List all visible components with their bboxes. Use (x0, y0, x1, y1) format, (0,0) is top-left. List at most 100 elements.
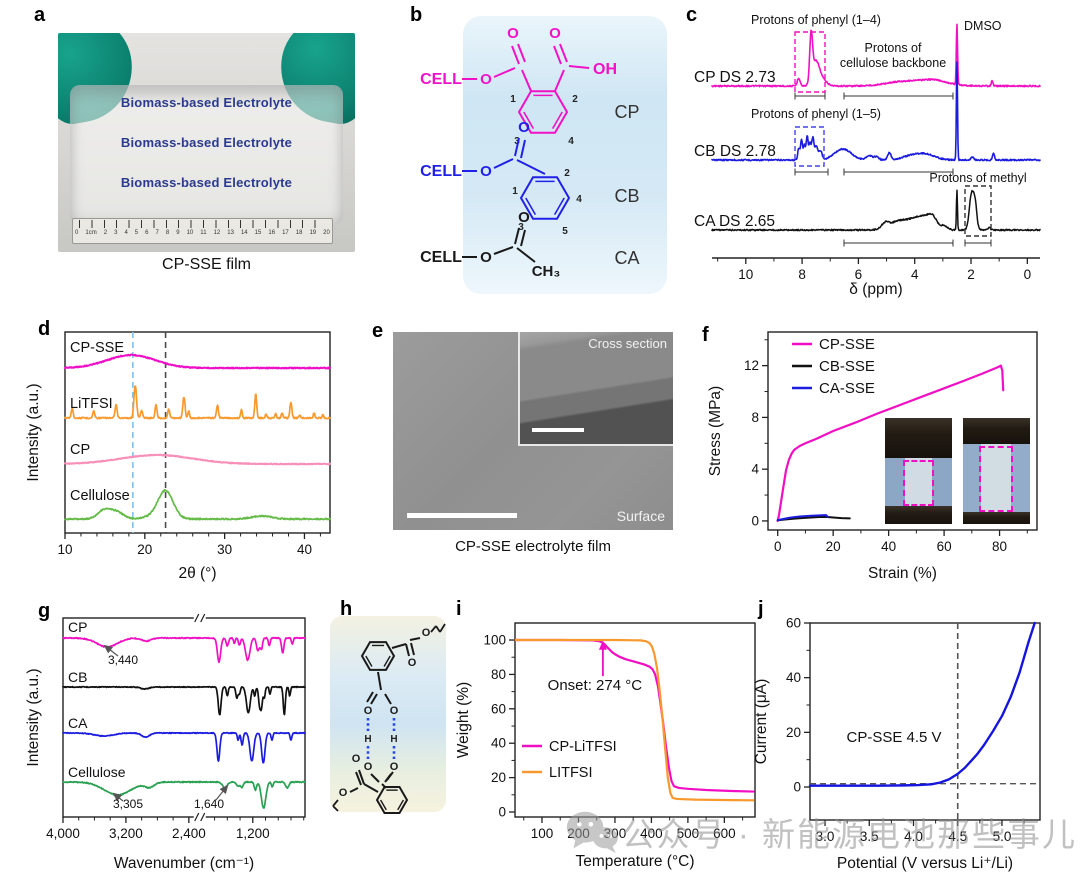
svg-text:3,200: 3,200 (109, 826, 143, 841)
ruler-number: 16 (268, 230, 276, 236)
svg-text:3,440: 3,440 (108, 653, 138, 667)
svg-text:200: 200 (567, 826, 590, 841)
svg-text:400: 400 (640, 826, 663, 841)
svg-text:Weight (%): Weight (%) (455, 682, 472, 758)
svg-text:20: 20 (491, 770, 506, 785)
svg-text:60: 60 (786, 616, 801, 631)
caption-a: CP-SSE film (162, 256, 251, 273)
svg-text:CELL: CELL (420, 71, 462, 88)
svg-text:10: 10 (738, 267, 753, 282)
panel-label-i: i (456, 598, 462, 620)
svg-text:60: 60 (937, 539, 952, 554)
sem-image: Cross section Surface (393, 332, 673, 530)
ruler-number: 11 (200, 230, 207, 236)
svg-text:40: 40 (881, 539, 896, 554)
specimen-strip (905, 458, 932, 506)
svg-text:20: 20 (137, 542, 152, 557)
ruler-number: 17 (282, 230, 289, 236)
svg-text:Protons of phenyl (1–4): Protons of phenyl (1–4) (751, 13, 881, 27)
svg-text:CH₃: CH₃ (532, 263, 561, 280)
cross-section-label: Cross section (588, 336, 667, 351)
svg-text:40: 40 (491, 736, 506, 751)
stress-strain-chart: 0 20 40 60 80 0 4 8 12 Strain (%) Stress (MPa) CP-S… (707, 331, 1038, 582)
svg-text:2: 2 (967, 267, 975, 282)
svg-text:CA DS 2.65: CA DS 2.65 (694, 213, 775, 230)
svg-text:CP DS 2.73: CP DS 2.73 (694, 69, 776, 86)
svg-text:CP: CP (70, 442, 90, 458)
svg-text:4: 4 (576, 194, 582, 205)
svg-text:Intensity (a.u.): Intensity (a.u.) (25, 668, 42, 766)
svg-text:CA: CA (68, 715, 88, 731)
svg-text:CP-SSE: CP-SSE (819, 336, 875, 353)
clamp-top (885, 418, 952, 458)
svg-text:Cellulose: Cellulose (68, 764, 126, 780)
tensile-photo-before (885, 418, 952, 524)
svg-text:O: O (422, 627, 431, 639)
svg-text:0: 0 (1024, 267, 1032, 282)
svg-text:12: 12 (744, 358, 759, 373)
svg-text:3.5: 3.5 (860, 829, 879, 844)
ruler-number: 10 (186, 230, 194, 236)
gauge-region-box (979, 446, 1013, 512)
svg-text:Intensity (a.u.): Intensity (a.u.) (25, 383, 42, 481)
svg-text:CELL: CELL (420, 249, 462, 266)
svg-text:10: 10 (57, 542, 72, 557)
svg-text:Protons of methyl: Protons of methyl (929, 171, 1026, 185)
svg-text:4.0: 4.0 (904, 829, 923, 844)
svg-text:O: O (480, 71, 492, 88)
svg-text:CELL: CELL (420, 163, 462, 180)
caption-e: CP-SSE electrolyte film (455, 538, 611, 555)
ruler-number: 14 (240, 230, 248, 236)
svg-text:O: O (507, 25, 519, 42)
svg-text:100: 100 (483, 633, 506, 648)
svg-text:8: 8 (751, 410, 759, 425)
svg-text:2,400: 2,400 (172, 826, 206, 841)
svg-text:20: 20 (826, 539, 841, 554)
svg-text:3: 3 (518, 222, 524, 233)
svg-text:3.0: 3.0 (816, 829, 835, 844)
ruler-number: 0 (75, 230, 79, 236)
tga-chart: 100 200 300 400 500 600 0 20 40 60 80 100 Temperatur… (455, 622, 756, 870)
ruler-number: 2 (103, 230, 108, 236)
ruler-number: 6 (145, 230, 149, 236)
panel-label-c: c (686, 4, 698, 26)
ruler-number: 12 (213, 230, 221, 236)
svg-text:3,305: 3,305 (113, 797, 143, 811)
svg-text:Strain (%): Strain (%) (868, 565, 937, 582)
svg-text:4: 4 (568, 136, 574, 147)
svg-text:Potential (V versus Li⁺/Li): Potential (V versus Li⁺/Li) (837, 855, 1013, 872)
svg-text:5.0: 5.0 (993, 829, 1012, 844)
svg-text:8: 8 (798, 267, 806, 282)
svg-text:O: O (518, 119, 530, 136)
ruler-numbers: 0 1cm 2 3 4 5 6 7 8 9 10 11 12 13 14 15 16 17 18 19 20 (75, 229, 330, 237)
svg-text:CP: CP (614, 102, 639, 122)
svg-text:60: 60 (491, 701, 506, 716)
tensile-photo-after (963, 418, 1030, 524)
panel-label-a: a (34, 4, 46, 26)
inset-scale-bar (532, 428, 584, 432)
main-scale-bar (407, 513, 517, 518)
svg-text:O: O (339, 787, 348, 799)
svg-text:300: 300 (604, 826, 627, 841)
svg-text:1,200: 1,200 (236, 826, 270, 841)
svg-text:20: 20 (786, 725, 801, 740)
film-photo: Biomass-based Electrolyte Biomass-based … (58, 33, 355, 252)
svg-text:O: O (480, 163, 492, 180)
svg-text:4,000: 4,000 (46, 826, 80, 841)
panel-label-b: b (410, 4, 423, 26)
film-print-1: Biomass-based Electrolyte (120, 95, 293, 110)
ruler-number: 20 (323, 230, 330, 236)
svg-text:1,640: 1,640 (194, 797, 224, 811)
ruler-number: 8 (165, 230, 170, 236)
svg-text:4.5: 4.5 (948, 829, 967, 844)
ruler-number: 4 (124, 230, 128, 236)
svg-text:CB: CB (68, 669, 87, 685)
svg-text:Cellulose: Cellulose (70, 488, 130, 504)
ruler-number: 7 (155, 230, 159, 236)
panel-label-f: f (702, 324, 709, 346)
svg-text:600: 600 (713, 826, 736, 841)
svg-text:Temperature (°C): Temperature (°C) (575, 853, 694, 870)
svg-text:CA-SSE: CA-SSE (819, 380, 875, 397)
ruler-number: 9 (176, 230, 180, 236)
